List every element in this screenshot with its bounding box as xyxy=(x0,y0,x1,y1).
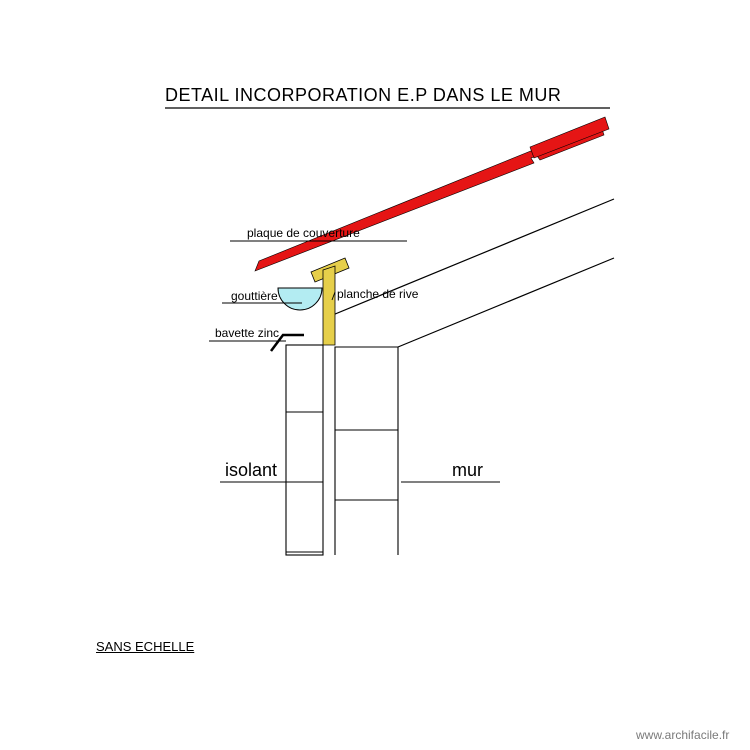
watermark: www.archifacile.fr xyxy=(636,728,729,742)
diagram-canvas xyxy=(0,0,750,750)
page-title: DETAIL INCORPORATION E.P DANS LE MUR xyxy=(165,85,561,106)
label-bavette: bavette zinc xyxy=(215,326,279,340)
mur-column xyxy=(335,347,398,555)
label-planche: planche de rive xyxy=(337,287,418,301)
label-gouttiere: gouttière xyxy=(231,289,278,303)
label-plaque: plaque de couverture xyxy=(247,226,360,240)
gutter xyxy=(278,288,322,310)
isolant-column xyxy=(286,345,323,555)
rafter-top-line xyxy=(323,199,614,319)
label-mur: mur xyxy=(452,460,483,481)
label-sans-echelle: SANS ECHELLE xyxy=(96,639,194,654)
planche-rive xyxy=(323,266,335,345)
rafter-bottom-line xyxy=(398,258,614,347)
label-isolant: isolant xyxy=(225,460,277,481)
